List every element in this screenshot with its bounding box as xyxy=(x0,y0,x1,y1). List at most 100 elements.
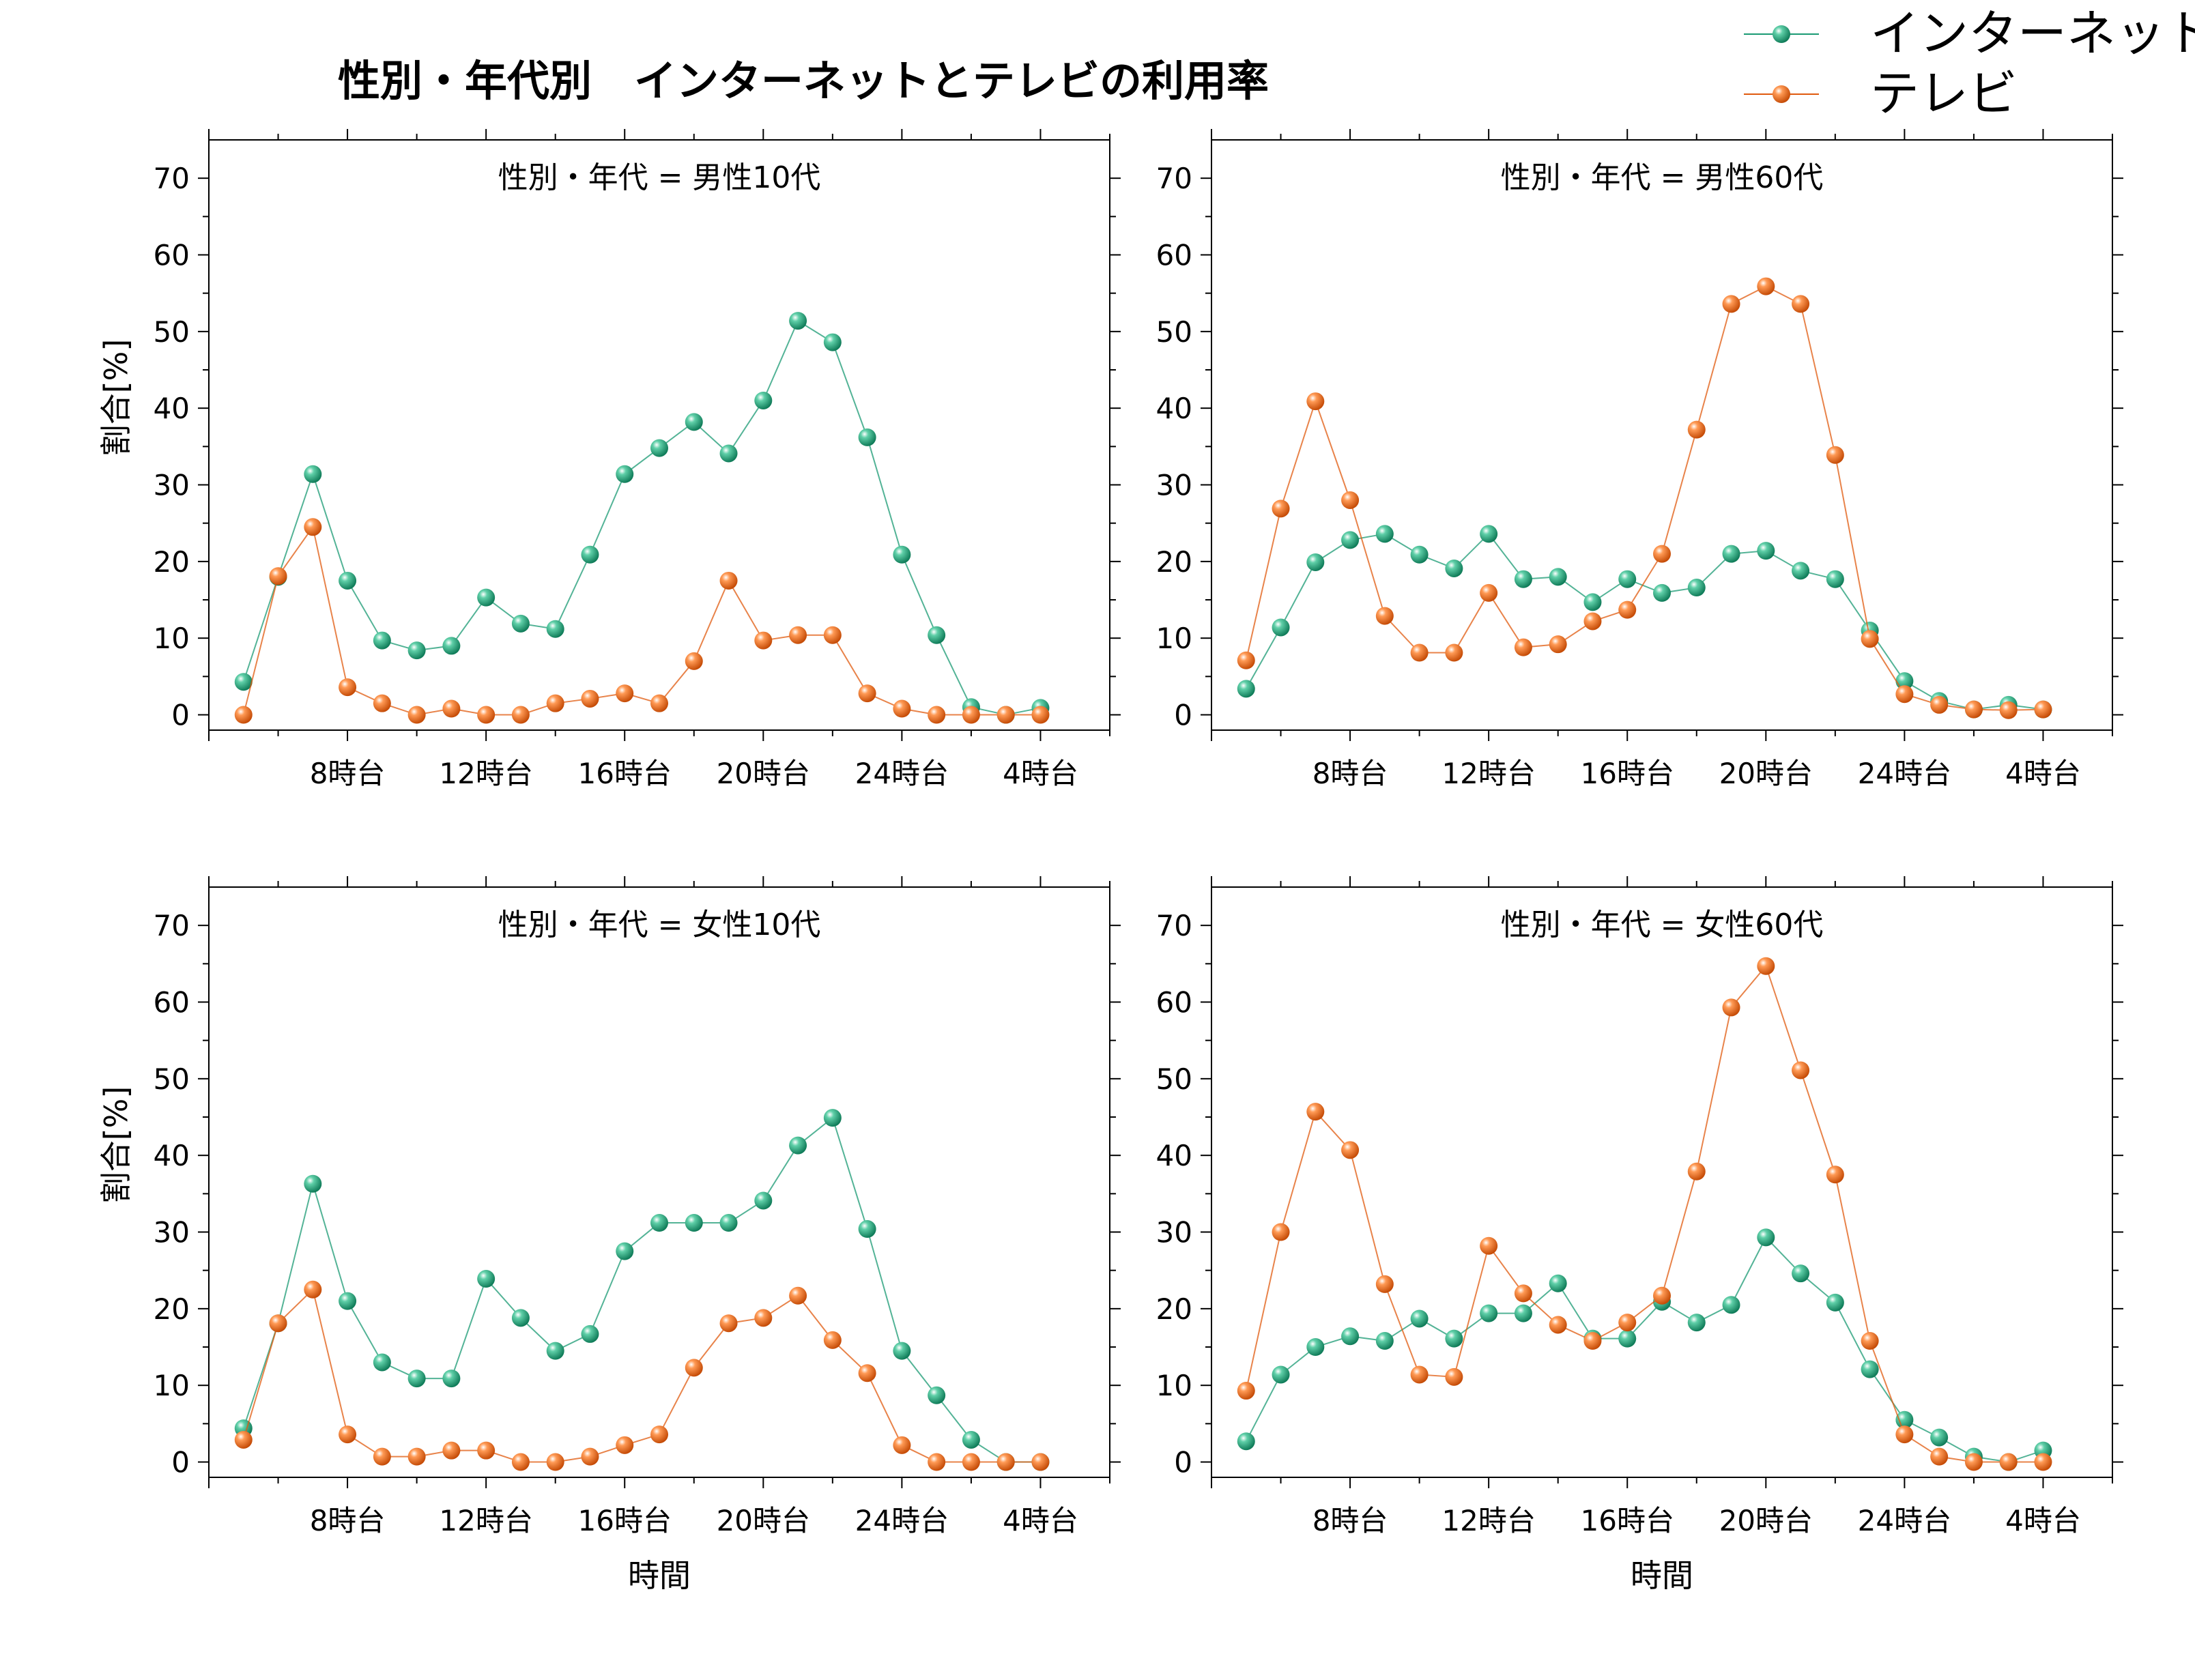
data-point-internet xyxy=(719,444,738,463)
data-point-tv xyxy=(823,1331,842,1349)
x-tick-label: 12時台 xyxy=(1441,757,1535,790)
data-point-internet xyxy=(1375,525,1394,543)
data-point-internet xyxy=(1272,1365,1290,1384)
data-point-tv xyxy=(996,1453,1015,1471)
y-axis-label: 割合[%] xyxy=(98,1086,134,1204)
data-point-internet xyxy=(1549,1274,1567,1292)
data-point-internet xyxy=(1722,1296,1740,1314)
data-point-internet xyxy=(823,333,842,351)
x-tick-label: 8時台 xyxy=(1312,1504,1388,1537)
data-point-internet xyxy=(823,1109,842,1127)
data-point-internet xyxy=(1237,1432,1255,1451)
data-point-internet xyxy=(1514,570,1532,588)
y-tick-label: 60 xyxy=(154,986,190,1019)
y-tick-label: 20 xyxy=(1156,1292,1192,1326)
x-axis-label: 時間 xyxy=(1631,1557,1693,1594)
data-point-tv xyxy=(685,652,703,670)
data-point-internet xyxy=(1826,570,1844,588)
data-point-internet xyxy=(511,1309,530,1327)
data-point-internet xyxy=(546,1342,564,1360)
y-tick-label: 30 xyxy=(1156,469,1192,502)
series-line-tv xyxy=(1245,285,2043,711)
data-point-tv xyxy=(719,1314,738,1333)
y-tick-label: 40 xyxy=(1156,1139,1192,1172)
data-point-tv xyxy=(442,699,461,718)
data-point-internet xyxy=(1306,553,1325,571)
y-tick-label: 10 xyxy=(154,622,190,655)
data-point-tv xyxy=(1895,685,1914,704)
data-point-tv xyxy=(719,571,738,590)
data-point-tv xyxy=(1653,545,1671,563)
data-point-tv xyxy=(1237,651,1255,669)
data-point-internet xyxy=(477,1270,496,1288)
plot-frame xyxy=(208,886,1110,1478)
data-point-internet xyxy=(616,1242,634,1260)
data-point-internet xyxy=(1687,1314,1706,1332)
data-point-internet xyxy=(1895,672,1914,691)
x-tick-label: 12時台 xyxy=(439,757,532,790)
chart-panel-2: 性別・年代 = 男性60代 0 10 20 30 40 50 60 70 8時台 12時台 16時台 2… xyxy=(1156,129,2123,790)
data-point-tv xyxy=(1861,1332,1879,1350)
data-point-tv xyxy=(407,706,426,724)
data-point-tv xyxy=(1722,998,1740,1017)
data-point-internet xyxy=(1653,583,1671,602)
series-line-internet xyxy=(1245,1236,2043,1463)
data-point-tv xyxy=(858,684,876,703)
data-point-internet xyxy=(1792,562,1810,580)
x-tick-label: 8時台 xyxy=(310,757,386,790)
data-point-internet xyxy=(893,1342,911,1360)
data-point-tv xyxy=(1826,446,1844,464)
data-point-internet xyxy=(893,545,911,564)
data-point-tv xyxy=(1341,1141,1360,1159)
data-point-internet xyxy=(1237,680,1255,698)
data-point-internet xyxy=(581,545,599,564)
x-tick-label: 16時台 xyxy=(1581,1504,1674,1537)
x-tick-label: 24時台 xyxy=(855,757,949,790)
series-line-internet xyxy=(242,1116,1041,1463)
data-point-tv xyxy=(1826,1165,1844,1184)
data-point-internet xyxy=(234,673,253,691)
y-tick-label: 70 xyxy=(1156,909,1192,942)
x-tick-label: 8時台 xyxy=(310,1504,386,1537)
data-point-tv xyxy=(269,1314,287,1333)
data-point-internet xyxy=(1410,545,1429,564)
x-tick-label: 4時台 xyxy=(2005,1504,2081,1537)
data-point-internet xyxy=(719,1214,738,1232)
x-tick-label: 12時台 xyxy=(439,1504,532,1537)
y-tick-label: 60 xyxy=(154,239,190,272)
y-tick-label: 50 xyxy=(1156,315,1192,349)
data-point-internet xyxy=(1272,618,1290,637)
x-tick-label: 4時台 xyxy=(1003,1504,1078,1537)
data-point-internet xyxy=(1792,1264,1810,1283)
data-point-tv xyxy=(373,1447,391,1466)
data-point-tv xyxy=(1514,638,1532,656)
legend-marker-tv xyxy=(1773,85,1790,103)
data-point-tv xyxy=(1549,1316,1567,1334)
data-point-internet xyxy=(685,413,703,431)
data-point-tv xyxy=(304,1280,322,1299)
data-point-tv xyxy=(1306,1103,1325,1121)
data-point-internet xyxy=(546,620,564,638)
data-point-tv xyxy=(1375,1275,1394,1293)
data-point-tv xyxy=(616,684,634,703)
data-point-tv xyxy=(1964,1453,1983,1471)
data-point-tv xyxy=(1861,630,1879,648)
series-tv xyxy=(234,518,1050,724)
data-point-tv xyxy=(546,1453,564,1471)
data-point-internet xyxy=(511,614,530,633)
data-point-tv xyxy=(1445,1367,1463,1386)
data-point-tv xyxy=(1237,1382,1255,1400)
x-tick-label: 12時台 xyxy=(1441,1504,1535,1537)
y-tick-label: 40 xyxy=(154,1139,190,1172)
data-point-internet xyxy=(442,1370,461,1388)
data-point-tv xyxy=(858,1364,876,1382)
data-point-internet xyxy=(304,1174,322,1193)
panel-title: 性別・年代 = 女性10代 xyxy=(498,908,821,942)
data-point-internet xyxy=(1480,1304,1498,1322)
data-point-tv xyxy=(962,1453,980,1471)
x-tick-label: 20時台 xyxy=(1719,757,1813,790)
data-point-tv xyxy=(1306,392,1325,411)
data-point-internet xyxy=(928,626,946,644)
figure-title: 性別・年代別 インターネットとテレビの利用率 xyxy=(338,56,1269,106)
